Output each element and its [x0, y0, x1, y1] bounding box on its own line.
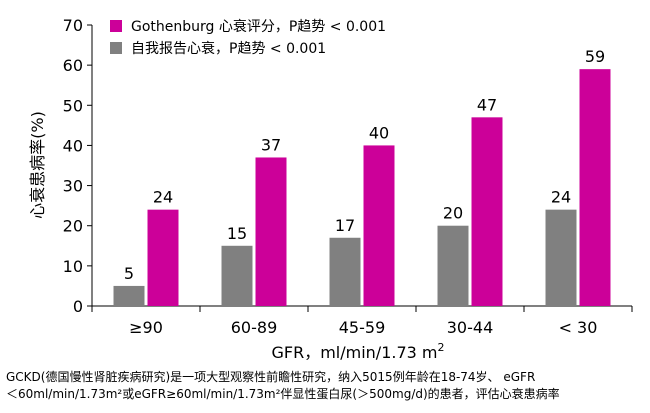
footnote-line-2: ＜60ml/min/1.73m²或eGFR≥60ml/min/1.73m²伴显性…	[6, 387, 560, 401]
bars: 5 24 15 37 17 40 20 47 24 59	[113, 47, 611, 307]
y-tick-label: 60	[63, 56, 83, 75]
y-axis-title: 心衰患病率(%)	[28, 111, 47, 219]
y-tick-label: 20	[63, 217, 83, 236]
bar-value-label: 40	[369, 123, 389, 142]
y-tick-label: 30	[63, 177, 83, 196]
bar	[221, 245, 253, 306]
bar	[471, 117, 503, 306]
y-axis: 0 10 20 30 40 50 60 70	[63, 16, 93, 316]
x-tick-label: 30-44	[447, 318, 494, 337]
bar-value-label: 5	[124, 264, 134, 283]
x-tick-label: < 30	[559, 318, 598, 337]
bar-value-label: 24	[551, 188, 571, 207]
bar-value-label: 59	[585, 47, 605, 66]
bar-value-label: 37	[261, 135, 281, 154]
legend-label: 自我报告心衰，P趋势 < 0.001	[131, 40, 326, 57]
bar	[579, 69, 611, 307]
bar-chart: 0 10 20 30 40 50 60 70 ≥90 60-89 45-59 30-44 < 30 5…	[28, 16, 633, 362]
x-axis: ≥90 60-89 45-59 30-44 < 30	[91, 305, 633, 337]
bar	[255, 157, 287, 306]
bar-value-label: 20	[443, 204, 463, 223]
bar	[363, 145, 395, 306]
legend-swatch	[110, 42, 122, 54]
bar	[147, 209, 179, 306]
bar-value-label: 17	[335, 216, 355, 235]
bar-value-label: 47	[477, 95, 497, 114]
legend-swatch	[110, 20, 122, 32]
bar-value-label: 24	[153, 188, 173, 207]
x-tick-label: ≥90	[129, 318, 163, 337]
x-axis-title: GFR，ml/min/1.73 m2	[271, 341, 444, 362]
footnote: GCKD(德国慢性肾脏疾病研究)是一项大型观察性前瞻性研究，纳入5015例年龄在…	[6, 369, 646, 403]
legend: Gothenburg 心衰评分，P趋势 < 0.001 自我报告心衰，P趋势 < …	[110, 18, 386, 57]
bar	[545, 209, 577, 306]
y-tick-label: 40	[63, 136, 83, 155]
x-tick-label: 45-59	[339, 318, 386, 337]
footnote-line-1: GCKD(德国慢性肾脏疾病研究)是一项大型观察性前瞻性研究，纳入5015例年龄在…	[6, 370, 536, 384]
y-tick-label: 0	[73, 297, 83, 316]
y-tick-label: 70	[63, 16, 83, 35]
bar	[437, 225, 469, 306]
x-tick-label: 60-89	[231, 318, 278, 337]
bar	[113, 285, 145, 306]
bar-value-label: 15	[227, 224, 247, 243]
legend-label: Gothenburg 心衰评分，P趋势 < 0.001	[131, 18, 386, 35]
y-tick-label: 10	[63, 257, 83, 276]
bar	[329, 237, 361, 306]
y-tick-label: 50	[63, 96, 83, 115]
